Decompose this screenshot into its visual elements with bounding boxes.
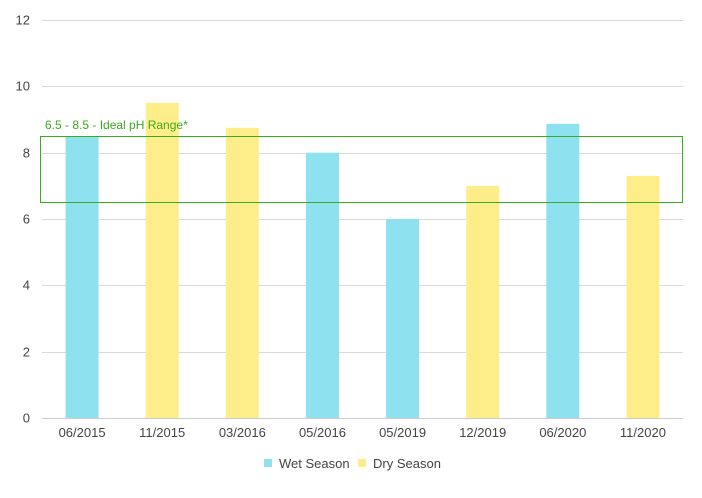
bar-11-2020[interactable]	[626, 175, 660, 418]
ideal-ph-range-annotation: 6.5 - 8.5 - Ideal pH Range*	[40, 118, 683, 203]
x-tick-label: 11/2020	[620, 425, 666, 440]
y-tick-label: 4	[23, 278, 30, 293]
y-axis-ticks: 0 2 4 6 8 10 12	[16, 13, 30, 426]
bar-05-2016[interactable]	[305, 152, 339, 418]
ideal-ph-range-label: 6.5 - 8.5 - Ideal pH Range*	[45, 118, 188, 132]
y-tick-label: 6	[23, 212, 30, 227]
x-tick-label: 05/2016	[299, 425, 346, 440]
bar-06-2015[interactable]	[65, 136, 99, 419]
bar-12-2019[interactable]	[466, 185, 500, 418]
y-tick-label: 12	[16, 13, 30, 28]
legend-label: Dry Season	[373, 456, 441, 471]
ideal-ph-range-box	[40, 136, 683, 203]
y-tick-label: 0	[23, 411, 30, 426]
y-tick-label: 8	[23, 146, 30, 161]
bar-03-2016[interactable]	[225, 127, 259, 419]
x-tick-label: 12/2019	[459, 425, 506, 440]
bar-05-2019[interactable]	[386, 219, 420, 418]
y-tick-label: 10	[16, 79, 30, 94]
x-tick-label: 03/2016	[219, 425, 266, 440]
bar-06-2020[interactable]	[546, 123, 580, 418]
legend-item-dry-season[interactable]: Dry Season	[358, 456, 441, 471]
legend-label: Wet Season	[279, 456, 350, 471]
x-tick-label: 11/2015	[139, 425, 185, 440]
legend-swatch	[358, 459, 366, 467]
x-tick-label: 05/2019	[379, 425, 426, 440]
bars	[65, 102, 660, 419]
x-axis-ticks: 06/2015 11/2015 03/2016 05/2016 05/2019 12/20…	[59, 425, 666, 440]
legend-item-wet-season[interactable]: Wet Season	[264, 456, 350, 471]
y-tick-label: 2	[23, 345, 30, 360]
x-tick-label: 06/2015	[59, 425, 106, 440]
legend-swatch	[264, 459, 272, 467]
bar-11-2015[interactable]	[145, 102, 179, 419]
legend[interactable]: Wet Season Dry Season	[264, 456, 441, 471]
grid-lines	[42, 20, 683, 419]
x-tick-label: 06/2020	[539, 425, 586, 440]
